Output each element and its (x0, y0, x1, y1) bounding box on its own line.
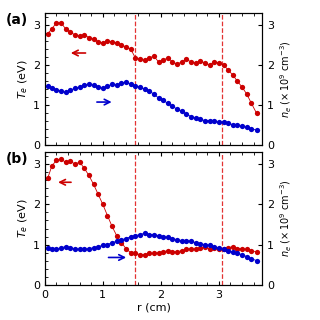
Text: (b): (b) (6, 152, 28, 166)
Y-axis label: $T_e$ (eV): $T_e$ (eV) (16, 199, 30, 238)
X-axis label: r (cm): r (cm) (137, 302, 171, 312)
Y-axis label: $n_e$ ($\times\,10^9$ cm$^{-3}$): $n_e$ ($\times\,10^9$ cm$^{-3}$) (278, 40, 294, 118)
Y-axis label: $T_e$ (eV): $T_e$ (eV) (16, 59, 30, 99)
Y-axis label: $n_e$ ($\times\,10^9$ cm$^{-3}$): $n_e$ ($\times\,10^9$ cm$^{-3}$) (278, 180, 294, 257)
Text: (a): (a) (6, 13, 28, 27)
